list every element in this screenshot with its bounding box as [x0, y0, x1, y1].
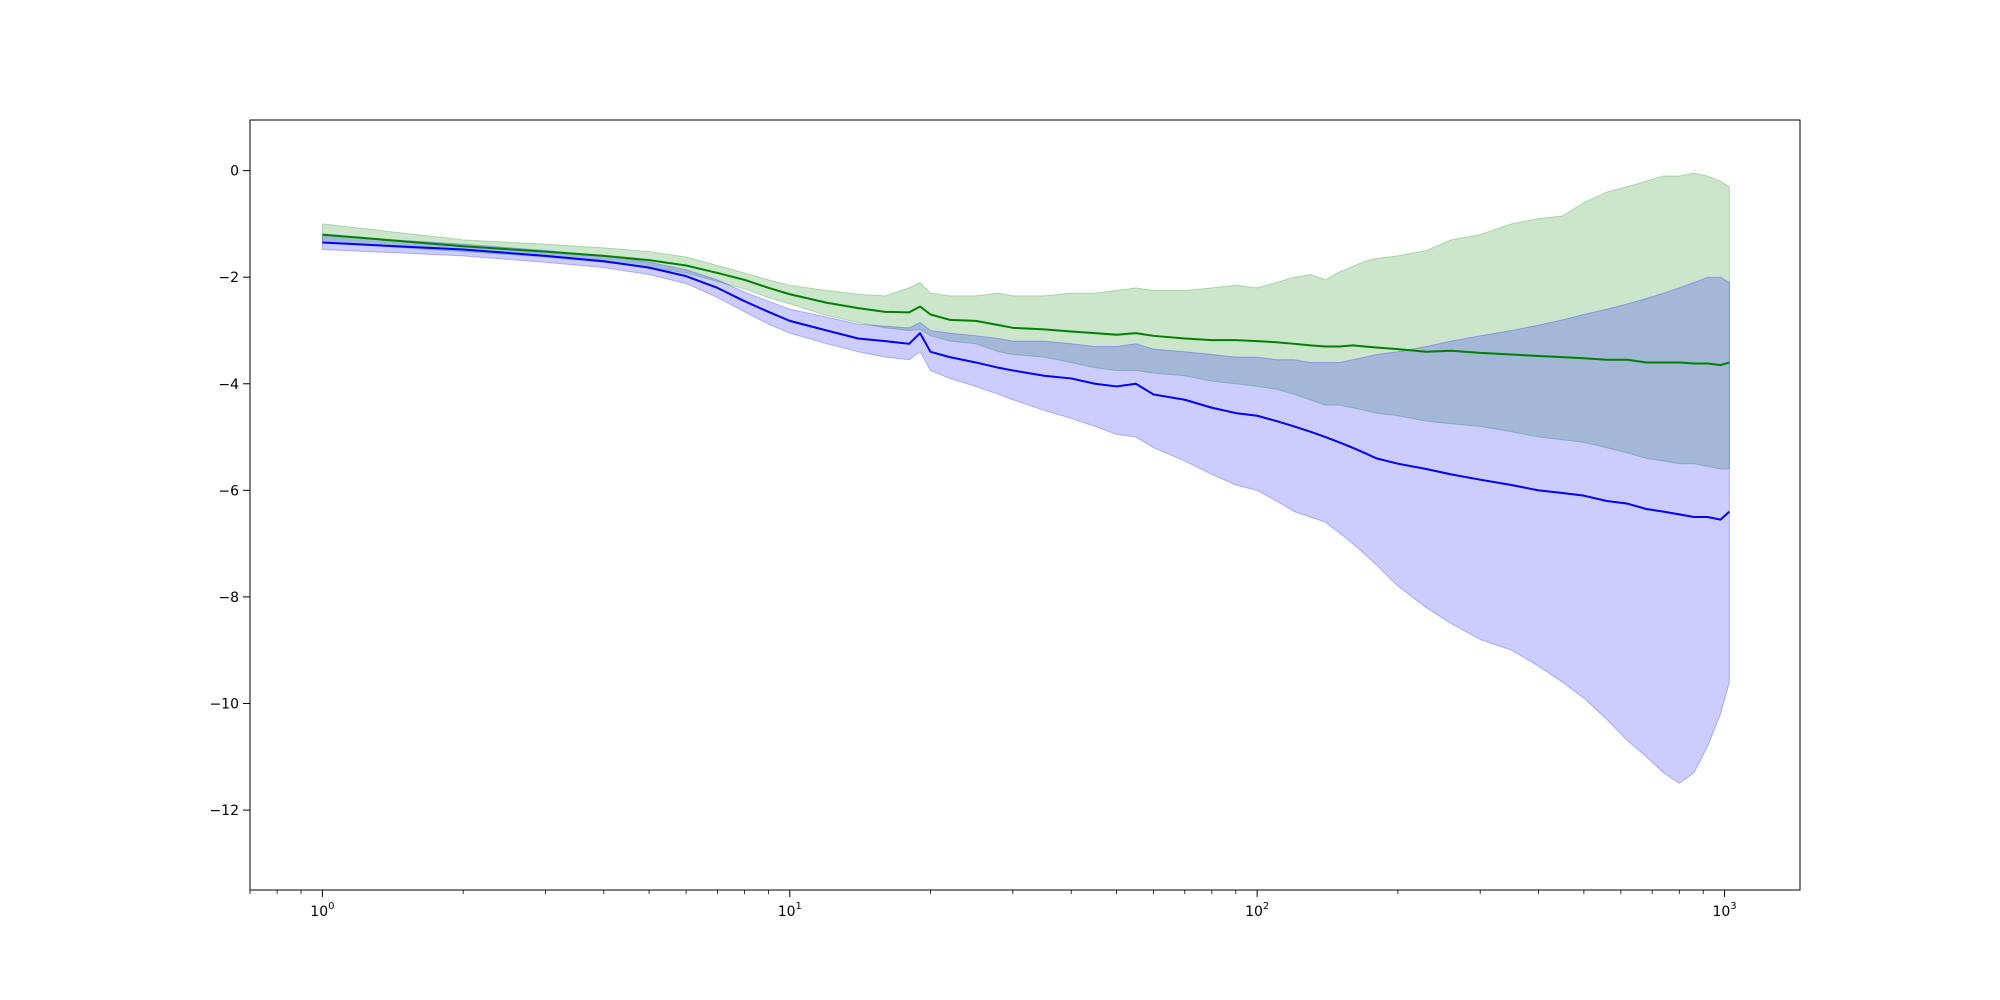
x-tick-label: 101	[778, 901, 802, 920]
confidence-bands	[321, 172, 1730, 785]
x-tick-label: 100	[310, 901, 334, 920]
y-tick-label: 0	[230, 164, 239, 180]
x-tick-label: 103	[1712, 901, 1736, 920]
series-0-line	[322, 233, 1730, 367]
y-tick-label: −10	[209, 696, 239, 712]
series-lines	[322, 233, 1731, 521]
series-0-band	[321, 172, 1730, 470]
y-tick-label: −2	[218, 270, 239, 286]
y-axis: 0 −2 −4 −6 −8 −10 −12	[209, 164, 250, 819]
y-tick-label: −8	[218, 590, 239, 606]
series-1-band	[321, 235, 1730, 785]
plot-frame	[249, 119, 1801, 891]
series-1-line	[322, 241, 1731, 521]
x-tick-label: 102	[1245, 901, 1269, 920]
y-tick-label: −6	[218, 483, 239, 499]
y-tick-label: −12	[209, 803, 239, 819]
x-axis: 100 101 102 103	[249, 890, 1737, 920]
y-tick-label: −4	[218, 377, 239, 393]
